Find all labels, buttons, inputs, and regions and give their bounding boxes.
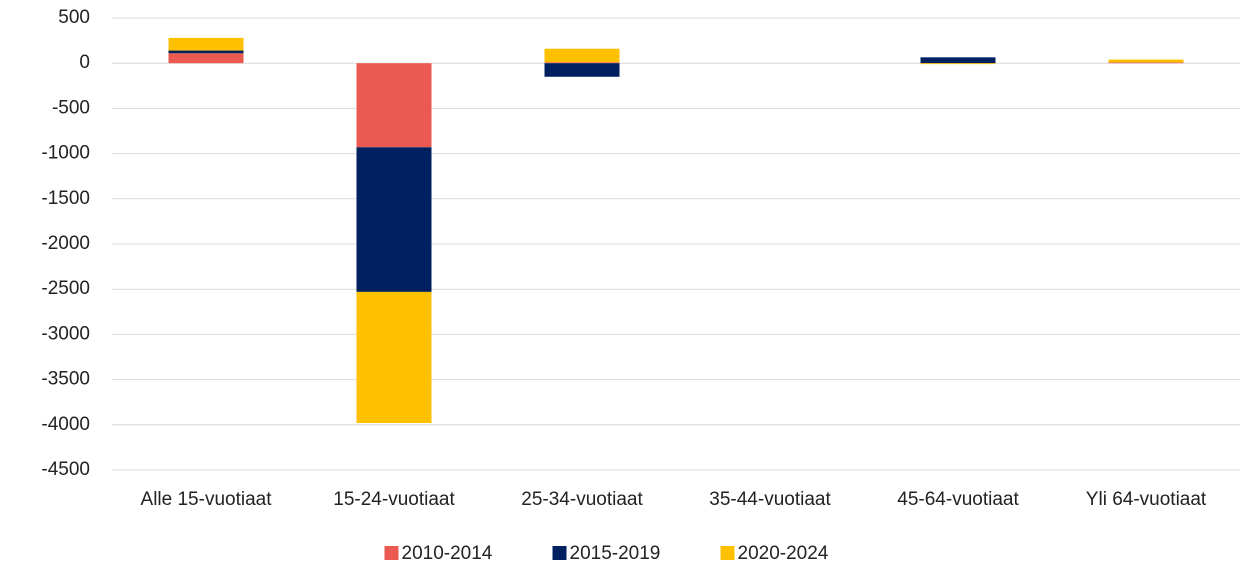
legend-swatch — [720, 546, 735, 560]
bar-segment — [544, 62, 620, 64]
y-tick-label: 500 — [58, 7, 90, 28]
x-tick-label: Yli 64-vuotiaat — [1086, 489, 1207, 510]
y-tick-label: -1000 — [41, 143, 90, 164]
bar-segment — [920, 57, 996, 64]
y-tick-label: -2000 — [41, 233, 90, 254]
x-tick-label: 25-34-vuotiaat — [521, 489, 643, 510]
legend-label: 2015-2019 — [570, 543, 661, 564]
legend-label: 2020-2024 — [738, 543, 829, 564]
x-tick-label: 35-44-vuotiaat — [709, 489, 831, 510]
bar-segment — [920, 63, 996, 65]
bar-segment — [356, 291, 432, 423]
y-tick-label: -2500 — [41, 278, 90, 299]
x-tick-label: 15-24-vuotiaat — [333, 489, 455, 510]
y-tick-label: -500 — [52, 97, 90, 118]
legend-swatch — [384, 546, 399, 560]
legend-label: 2010-2014 — [402, 543, 493, 564]
bar-segment — [1108, 62, 1184, 64]
y-tick-label: 0 — [79, 52, 90, 73]
bar-segment — [168, 50, 244, 54]
bar-segment — [356, 63, 432, 148]
x-tick-label: 45-64-vuotiaat — [897, 489, 1019, 510]
bar-segment — [168, 53, 244, 64]
x-tick-label: Alle 15-vuotiaat — [141, 489, 273, 510]
y-tick-label: -3000 — [41, 323, 90, 344]
bar-segment — [1108, 59, 1184, 63]
y-tick-label: -4500 — [41, 459, 90, 480]
bar-segment — [544, 63, 620, 77]
y-tick-label: -4000 — [41, 414, 90, 435]
bar-segment — [356, 147, 432, 292]
y-tick-label: -1500 — [41, 188, 90, 209]
legend-swatch — [552, 546, 567, 560]
bar-segment — [168, 37, 244, 51]
y-tick-label: -3500 — [41, 369, 90, 390]
bar-segment — [544, 48, 620, 63]
